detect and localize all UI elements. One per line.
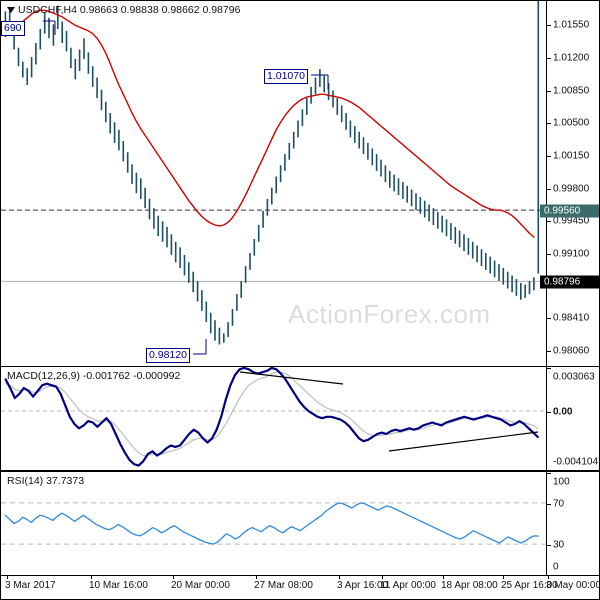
time-axis-label: 11 Apr 00:00 — [380, 580, 436, 591]
y-tick — [547, 503, 551, 505]
y-tick — [547, 188, 551, 190]
rsi-y-label: 70 — [553, 498, 565, 510]
price-plot-area[interactable] — [1, 1, 547, 365]
y-tick — [547, 368, 551, 369]
macd-plot-area[interactable] — [1, 367, 547, 470]
macd-y-axis: 0.003063 0.00 -0.004104 — [546, 367, 599, 472]
price-y-label: 1.00850 — [553, 85, 590, 97]
current-price-tag[interactable]: 0.98796 — [540, 275, 599, 289]
macd-descending-trendline — [239, 371, 344, 385]
rsi-y-label: 100 — [553, 476, 570, 488]
watermark: ActionForex.com — [288, 299, 491, 329]
y-tick — [547, 254, 551, 255]
time-tick — [339, 576, 340, 579]
time-tick — [548, 576, 549, 579]
macd-ascending-trendline — [388, 431, 539, 452]
chart-header: USDCHF,H4 0.98663 0.98838 0.98662 0.9879… — [7, 4, 240, 16]
macd-y-label: 0.003063 — [553, 371, 595, 383]
high-label-clipped[interactable]: 690 — [1, 21, 25, 36]
time-tick — [503, 576, 504, 579]
rsi-header: RSI(14) 37.7373 — [7, 475, 85, 487]
time-axis-label: 3 May 00:00 — [546, 580, 600, 591]
ohlc-bars — [4, 1, 540, 345]
y-tick — [547, 123, 551, 125]
time-tick — [91, 576, 92, 579]
y-tick — [547, 545, 551, 547]
price-y-label: 1.00500 — [553, 117, 590, 129]
time-axis-label: 3 Mar 2017 — [5, 580, 56, 591]
y-tick — [547, 412, 551, 414]
time-axis-label: 27 Mar 08:00 — [254, 580, 313, 591]
y-tick — [547, 25, 551, 27]
price-y-label: 0.99800 — [553, 183, 590, 195]
price-y-label: 0.98410 — [553, 312, 590, 324]
time-axis-label: 10 Mar 16:00 — [89, 580, 148, 591]
macd-y-label: 0.00 — [553, 406, 573, 418]
rsi-line — [4, 502, 539, 545]
triangle-down-icon[interactable] — [7, 7, 15, 14]
macd-y-label: -0.004104 — [553, 456, 599, 468]
y-tick — [547, 473, 551, 474]
time-axis: 3 Mar 2017 10 Mar 16:00 20 Mar 00:00 27 Mar… — [0, 576, 600, 600]
macd-main-line — [4, 367, 539, 467]
swing-low-label[interactable]: 0.98120 — [146, 348, 190, 363]
price-panel[interactable]: USDCHF,H4 0.98663 0.98838 0.98662 0.9879… — [0, 0, 600, 366]
macd-signal-line — [4, 371, 539, 457]
price-y-label: 0.99100 — [553, 248, 590, 260]
price-y-label: 0.98060 — [553, 345, 590, 357]
price-y-axis: 1.01550 1.01200 1.00850 1.00500 1.00150 0.998… — [540, 1, 599, 366]
time-tick — [7, 576, 8, 579]
price-y-label: 1.01200 — [553, 52, 590, 64]
rsi-panel[interactable]: RSI(14) 37.7373 100 70 30 0 — [0, 471, 600, 577]
y-tick — [547, 90, 551, 92]
time-axis-label: 25 Apr 16:00 — [501, 580, 558, 591]
rsi-plot-area[interactable] — [1, 472, 547, 575]
moving-average-line — [4, 9, 535, 238]
rsi-y-axis: 100 70 30 0 — [546, 472, 599, 577]
time-axis-label: 3 Apr 16:00 — [337, 580, 389, 591]
macd-panel[interactable]: MACD(12,26,9) -0.001762 -0.000992 0.0030… — [0, 366, 600, 472]
y-tick — [547, 58, 551, 59]
swing-high-label[interactable]: 1.01070 — [264, 69, 308, 84]
symbol-ohlc-text: USDCHF,H4 0.98663 0.98838 0.98662 0.9879… — [18, 4, 241, 16]
time-axis-label: 18 Apr 08:00 — [441, 580, 498, 591]
y-tick — [547, 156, 551, 157]
time-tick — [443, 576, 444, 579]
price-y-label: 1.00150 — [553, 150, 590, 162]
rsi-y-label: 0 — [553, 561, 559, 573]
time-axis-label: 20 Mar 00:00 — [171, 580, 230, 591]
price-y-label: 0.99450 — [553, 215, 590, 227]
y-tick — [547, 318, 551, 320]
y-tick — [547, 221, 551, 223]
time-tick — [256, 576, 257, 579]
price-y-label: 1.01550 — [553, 19, 590, 31]
resistance-price-tag[interactable]: 0.99560 — [540, 204, 599, 218]
y-tick — [547, 351, 551, 353]
time-tick — [382, 576, 383, 579]
time-tick — [173, 576, 174, 579]
macd-header: MACD(12,26,9) -0.001762 -0.000992 — [7, 370, 181, 382]
rsi-y-label: 30 — [553, 539, 565, 551]
